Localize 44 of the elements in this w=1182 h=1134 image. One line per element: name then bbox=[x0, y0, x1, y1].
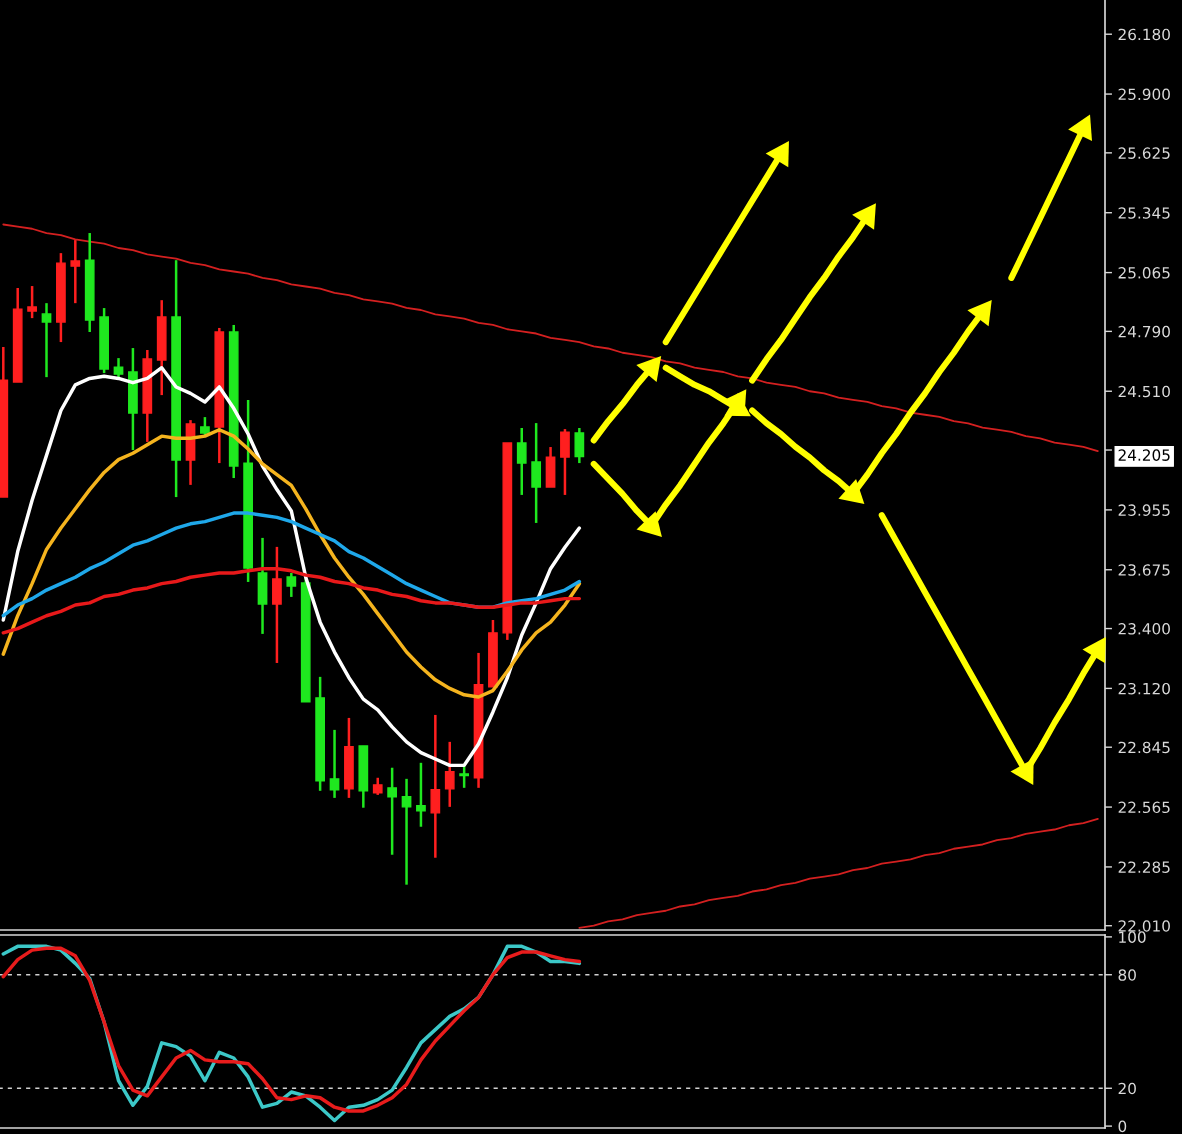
y-tick-label: 22.845 bbox=[1118, 741, 1170, 754]
candlestick bbox=[401, 777, 412, 886]
point bbox=[636, 356, 662, 383]
point bbox=[967, 299, 992, 327]
y-tick-label: 100 bbox=[1119, 931, 1146, 943]
candlestick bbox=[329, 728, 340, 800]
point bbox=[765, 140, 789, 168]
y-tick-label: 22.285 bbox=[1118, 861, 1170, 873]
line-series bbox=[578, 817, 1099, 929]
candlestick bbox=[41, 301, 52, 379]
y-tick-label: 23.955 bbox=[1118, 504, 1170, 516]
y-tick-label: 26.180 bbox=[1118, 28, 1170, 41]
candlestick bbox=[516, 426, 527, 497]
candlestick bbox=[416, 761, 426, 828]
candlestick bbox=[70, 238, 81, 305]
y-tick-label: 25.345 bbox=[1118, 207, 1170, 219]
line-series bbox=[1, 566, 582, 635]
text: 24.205 bbox=[1118, 449, 1170, 461]
candlestick bbox=[113, 356, 124, 379]
y-tick-label: 25.900 bbox=[1118, 88, 1170, 101]
point bbox=[852, 203, 876, 230]
candlestick bbox=[387, 766, 398, 856]
candlestick bbox=[27, 284, 37, 320]
y-tick-label: 22.565 bbox=[1118, 801, 1170, 814]
y-tick-label: 20 bbox=[1118, 1082, 1136, 1095]
candlestick bbox=[574, 426, 585, 465]
y-tick-label: 80 bbox=[1118, 969, 1136, 981]
y-tick-label: 23.120 bbox=[1118, 682, 1170, 695]
y-tick-label: 24.510 bbox=[1118, 385, 1170, 398]
y-tick-label: 25.625 bbox=[1118, 147, 1170, 159]
line-series bbox=[1, 427, 582, 699]
y-tick-label: 23.675 bbox=[1118, 564, 1170, 576]
candlestick bbox=[444, 740, 455, 809]
y-tick-label: 22.010 bbox=[1118, 920, 1170, 932]
y-tick-label: 0 bbox=[1118, 1120, 1127, 1133]
y-tick-label: 23.400 bbox=[1118, 623, 1170, 635]
point bbox=[1082, 636, 1106, 664]
y-tick-label: 24.790 bbox=[1118, 325, 1170, 338]
point bbox=[1068, 114, 1093, 141]
candlestick bbox=[430, 713, 441, 859]
line-series bbox=[1, 365, 582, 768]
y-tick-label: 25.065 bbox=[1118, 267, 1170, 279]
candlestick bbox=[286, 571, 297, 599]
line-series bbox=[2, 223, 1099, 453]
